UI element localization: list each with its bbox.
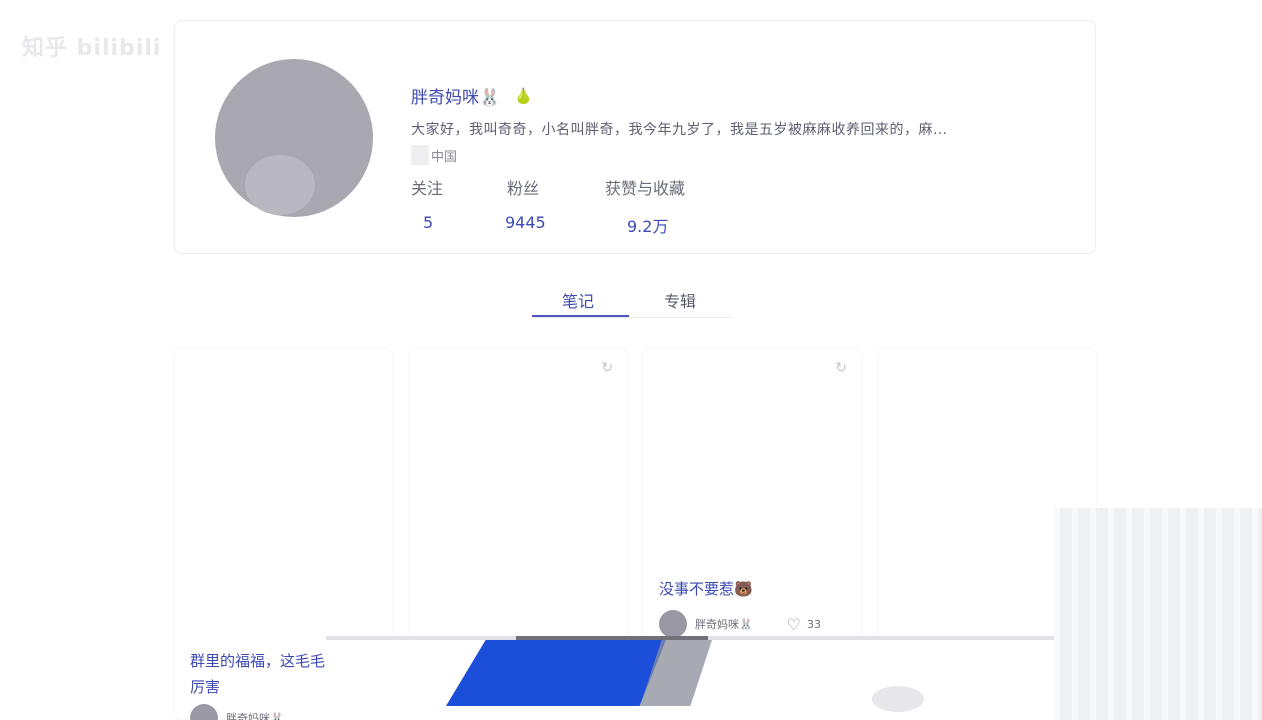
stat-value: 5 bbox=[423, 213, 434, 232]
profile-bio: 大家好，我叫奇奇，小名叫胖奇，我今年九岁了，我是五岁被麻麻收养回来的，麻… bbox=[411, 122, 948, 138]
stat-followers[interactable]: 粉丝 9445 bbox=[505, 175, 647, 232]
panel-stripes bbox=[1054, 508, 1262, 720]
tab-albums[interactable]: 专辑 bbox=[664, 292, 697, 311]
refresh-icon: ↻ bbox=[835, 360, 847, 376]
tab-notes[interactable]: 笔记 bbox=[562, 292, 595, 311]
side-overlay-panel bbox=[1054, 508, 1262, 720]
overlay-band bbox=[516, 636, 708, 640]
author-avatar[interactable] bbox=[659, 610, 687, 638]
profile-name: 胖奇妈咪🐰 bbox=[411, 88, 501, 108]
profile-card: 胖奇妈咪🐰 🍐 大家好，我叫奇奇，小名叫胖奇，我今年九岁了，我是五岁被麻麻收养回… bbox=[174, 20, 1096, 254]
active-tab-indicator bbox=[532, 315, 629, 317]
stat-label: 粉丝 bbox=[507, 179, 540, 198]
stat-following[interactable]: 关注 5 bbox=[411, 175, 551, 232]
transition-blue-shape bbox=[446, 640, 666, 706]
stat-label: 获赞与收藏 bbox=[605, 179, 686, 198]
profile-name-row: 胖奇妈咪🐰 🍐 bbox=[411, 83, 533, 109]
profile-location: 中国 bbox=[411, 145, 457, 165]
refresh-icon: ↻ bbox=[601, 360, 613, 376]
stat-value: 9.2万 bbox=[627, 217, 669, 236]
overlay-blob bbox=[872, 686, 924, 712]
author-name[interactable]: 胖奇妈咪🐰 bbox=[226, 712, 284, 720]
profile-avatar[interactable] bbox=[215, 59, 373, 217]
heart-icon: ♡ bbox=[786, 614, 801, 634]
stat-likes-collects[interactable]: 获赞与收藏 9.2万 bbox=[605, 175, 745, 237]
author-name[interactable]: 胖奇妈咪🐰 bbox=[695, 618, 753, 631]
pear-icon: 🍐 bbox=[514, 86, 533, 105]
like-count: 33 bbox=[807, 617, 821, 631]
note-title: 群里的福福，这毛毛真厉害 bbox=[190, 652, 341, 696]
note-title: 没事不要惹🐻 bbox=[659, 580, 753, 598]
note-meta: 胖奇妈咪🐰 ♡ 33 bbox=[659, 610, 851, 638]
author-avatar[interactable] bbox=[190, 704, 218, 720]
stat-value: 9445 bbox=[505, 213, 546, 232]
content-tabs: 笔记 专辑 bbox=[532, 286, 732, 318]
flag-icon bbox=[411, 145, 429, 165]
location-text: 中国 bbox=[431, 149, 458, 165]
watermark: 知乎 bilibili bbox=[22, 36, 162, 61]
stat-label: 关注 bbox=[411, 179, 444, 198]
like-button[interactable]: ♡ 33 bbox=[787, 615, 821, 634]
